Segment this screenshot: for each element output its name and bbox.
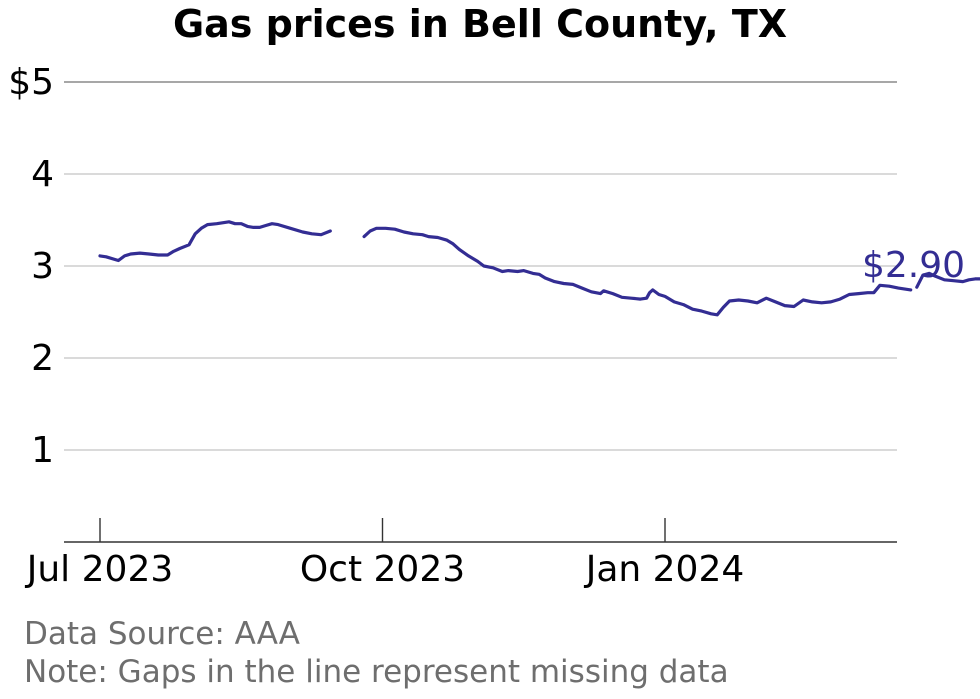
y-tick-label: 1 [31, 430, 54, 471]
y-tick-label: 4 [31, 154, 54, 195]
series-line-segment [915, 271, 980, 289]
x-tick-label: Jan 2024 [584, 549, 745, 590]
gridlines [64, 81, 897, 451]
y-tick-label: 2 [31, 338, 54, 379]
y-tick-label: $5 [8, 62, 54, 103]
y-axis-ticks: 1 2 3 4 $5 [8, 62, 54, 471]
series-line-segment [362, 226, 913, 317]
price-series [98, 220, 980, 317]
series-line-segment [98, 220, 332, 263]
end-value-label: $2.90 [862, 245, 965, 286]
data-source-note: Data Source: AAA [24, 616, 300, 652]
end-label-group: $2.90 [862, 245, 965, 286]
x-tick-label: Oct 2023 [300, 549, 465, 590]
chart-title: Gas prices in Bell County, TX [172, 2, 788, 46]
x-axis: Jul 2023 Oct 2023 Jan 2024 [25, 518, 897, 590]
missing-data-note: Note: Gaps in the line represent missing… [24, 654, 729, 690]
y-tick-label: 3 [31, 246, 54, 287]
x-tick-label: Jul 2023 [25, 549, 174, 590]
